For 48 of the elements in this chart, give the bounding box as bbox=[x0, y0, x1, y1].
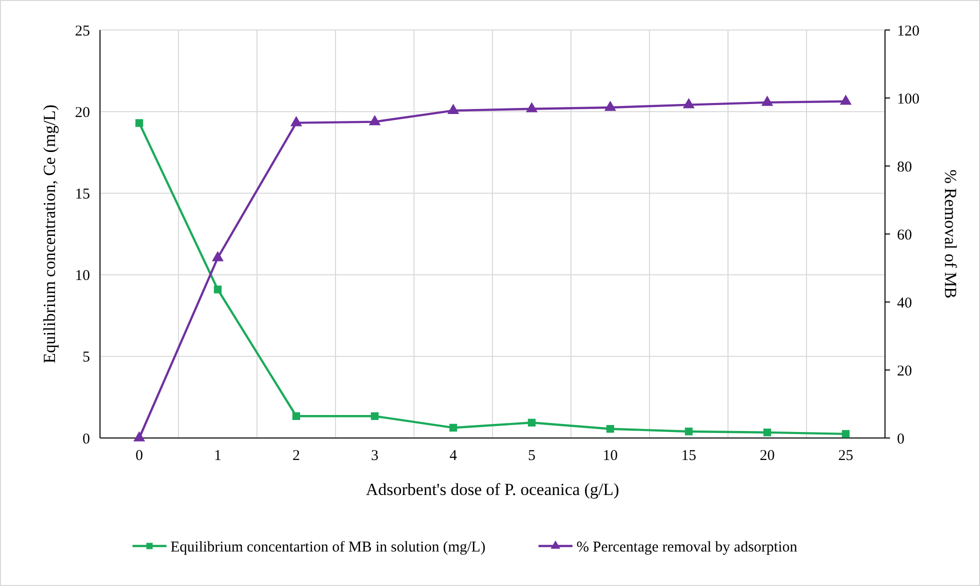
y-tick-label: 5 bbox=[82, 350, 90, 366]
y-tick-label: 0 bbox=[82, 431, 90, 448]
point bbox=[528, 418, 536, 427]
point bbox=[370, 412, 379, 420]
y2-tick-label: 80 bbox=[897, 159, 912, 176]
point bbox=[842, 430, 850, 438]
point bbox=[290, 116, 302, 126]
point bbox=[604, 100, 616, 111]
x-tick-label: 25 bbox=[838, 448, 854, 464]
point bbox=[763, 428, 772, 436]
point bbox=[214, 286, 222, 294]
y2-tick-label: 20 bbox=[897, 363, 912, 380]
y2-tick-label: 120 bbox=[897, 23, 920, 40]
y-tick-label: 20 bbox=[75, 104, 90, 121]
x-tick-label: 5 bbox=[528, 448, 536, 464]
x-tick-label: 2 bbox=[292, 448, 300, 464]
y-tick-label: 10 bbox=[75, 268, 90, 284]
y2-tick-label: 100 bbox=[897, 91, 920, 108]
point bbox=[447, 104, 460, 114]
point bbox=[682, 98, 695, 108]
point bbox=[368, 115, 381, 126]
x-tick-label: 3 bbox=[371, 448, 378, 464]
y2-tick-label: 40 bbox=[897, 295, 912, 312]
point bbox=[526, 102, 538, 112]
point bbox=[840, 94, 852, 105]
x-tick-label: 10 bbox=[602, 448, 618, 464]
x-tick-label: 4 bbox=[450, 448, 458, 464]
legend-label: % Percentage removal by adsorption bbox=[576, 539, 798, 556]
point bbox=[684, 428, 693, 436]
y2-tick-label: 0 bbox=[897, 431, 904, 448]
y-axis-title: Equilibrium concentration, Ce (mg/L) bbox=[40, 104, 59, 364]
x-tick-label: 15 bbox=[681, 448, 696, 464]
point bbox=[133, 431, 146, 442]
x-tick-label: 20 bbox=[760, 448, 775, 464]
y2-axis-title: % Removal of MB bbox=[941, 170, 960, 298]
x-axis-title: Adsorbent's dose of P. oceanica (g/L) bbox=[366, 480, 620, 499]
x-tick-label: 1 bbox=[214, 448, 222, 464]
y-tick-label: 15 bbox=[75, 186, 90, 202]
point bbox=[449, 424, 458, 432]
y-tick-label: 25 bbox=[75, 23, 90, 40]
x-tick-label: 0 bbox=[136, 448, 143, 464]
point bbox=[212, 251, 224, 262]
point bbox=[135, 119, 144, 127]
point bbox=[761, 96, 774, 106]
legend-label: Equilibrium concentartion of MB in solution (mg/L) bbox=[170, 539, 486, 556]
y2-tick-label: 60 bbox=[897, 227, 912, 244]
point bbox=[292, 412, 300, 420]
point bbox=[606, 424, 614, 433]
